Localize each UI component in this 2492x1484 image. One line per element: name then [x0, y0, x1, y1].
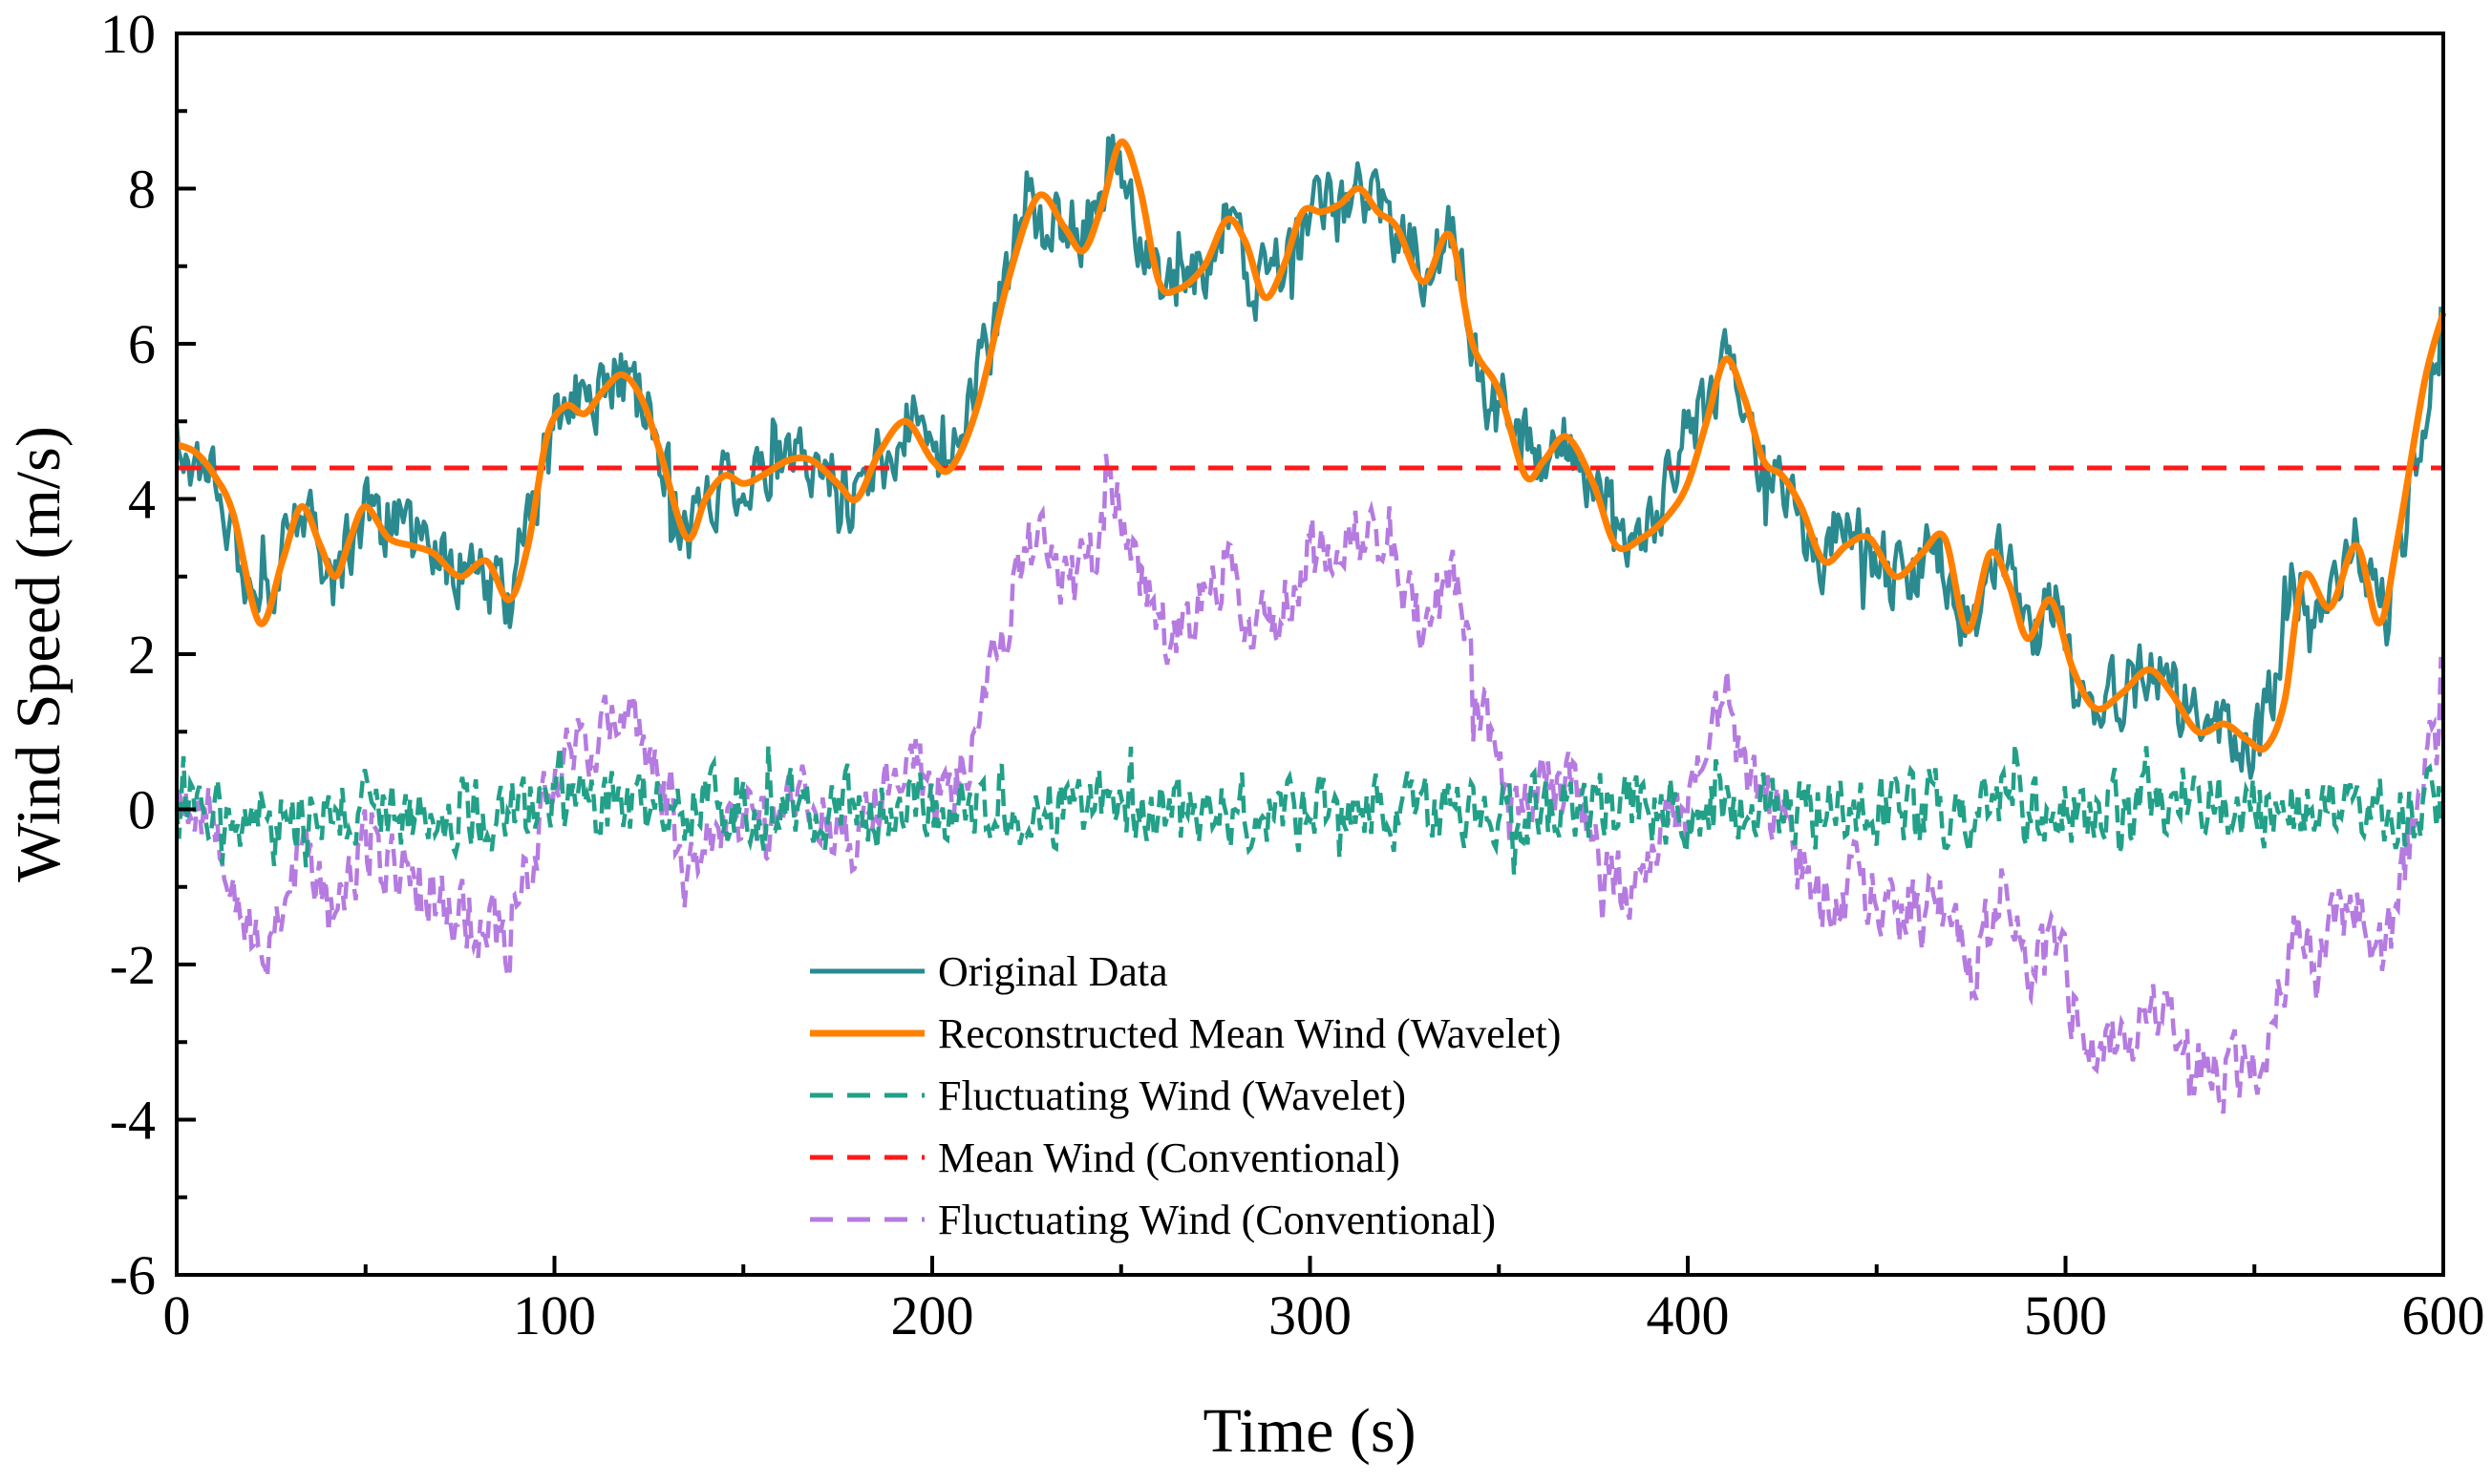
series-layer [174, 134, 2447, 1114]
x-tick-label: 500 [2024, 1284, 2107, 1346]
y-tick-label: 6 [128, 313, 156, 375]
legend-label: Mean Wind (Conventional) [938, 1134, 1400, 1181]
series-fluctuating-wavelet [174, 743, 2443, 875]
y-tick-label: 2 [128, 624, 156, 686]
x-tick-label: 400 [1647, 1284, 1730, 1346]
tick-layer: 0 100 200 300 400 500 600 -6 -4 -2 0 2 4 6 8 10 [100, 3, 2485, 1346]
x-tick-label: 200 [891, 1284, 974, 1346]
y-tick-label: 0 [128, 779, 156, 841]
legend-label: Fluctuating Wind (Conventional) [938, 1197, 1496, 1243]
series-reconstructed-mean [175, 138, 2447, 753]
y-tick-label: 4 [128, 469, 156, 531]
y-tick-label: -2 [110, 934, 156, 996]
legend-label: Original Data [938, 948, 1168, 995]
y-tick-label: -4 [110, 1090, 156, 1152]
y-axis-title: Wind Speed (m/s) [4, 426, 74, 882]
y-tick-label: -6 [110, 1244, 156, 1306]
legend-label: Reconstructed Mean Wind (Wavelet) [938, 1010, 1561, 1057]
x-axis-title: Time (s) [1203, 1396, 1416, 1466]
legend: Original Data Reconstructed Mean Wind (Wa… [810, 948, 1561, 1243]
y-tick-label: 8 [128, 159, 156, 221]
series-fluctuating-conventional [174, 454, 2443, 1114]
y-tick-label: 10 [100, 3, 156, 65]
x-tick-label: 600 [2402, 1284, 2485, 1346]
series-original-data [174, 134, 2443, 780]
legend-label: Fluctuating Wind (Wavelet) [938, 1072, 1406, 1119]
x-tick-label: 300 [1268, 1284, 1352, 1346]
x-tick-label: 0 [163, 1284, 191, 1346]
x-tick-label: 100 [513, 1284, 596, 1346]
